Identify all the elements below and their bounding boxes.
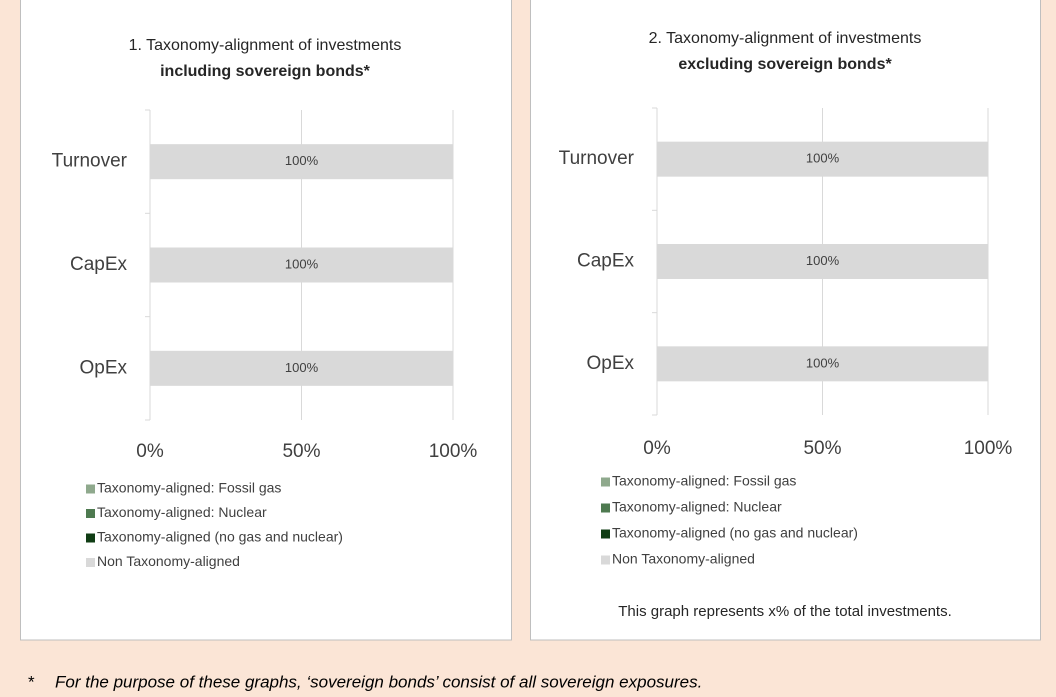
category-label: Turnover [559, 148, 635, 169]
legend-label: Taxonomy-aligned (no gas and nuclear) [97, 529, 343, 545]
legend-swatch [86, 509, 95, 518]
value-label: 100% [285, 153, 319, 168]
x-tick-label: 0% [643, 438, 671, 459]
value-label: 100% [285, 360, 319, 375]
value-label: 100% [806, 355, 840, 370]
category-label: Turnover [52, 151, 128, 172]
x-tick-label: 0% [136, 441, 164, 462]
category-label: CapEx [70, 254, 128, 275]
legend-swatch [86, 484, 95, 494]
legend-swatch [86, 558, 95, 567]
legend-swatch [601, 529, 610, 539]
bar-segment [657, 346, 988, 382]
legend-label: Taxonomy-aligned (no gas and nuclear) [612, 525, 858, 541]
value-label: 100% [806, 151, 840, 166]
legend-label: Non Taxonomy-aligned [612, 551, 755, 567]
bar-segment [657, 141, 988, 177]
legend-label: Non Taxonomy-aligned [97, 553, 240, 569]
legend-swatch [601, 503, 610, 513]
x-tick-label: 100% [964, 438, 1013, 459]
x-tick-label: 50% [803, 438, 841, 459]
legend-swatch [601, 555, 610, 565]
legend-swatch [86, 533, 95, 543]
legend-label: Taxonomy-aligned: Fossil gas [97, 480, 281, 496]
legend-label: Taxonomy-aligned: Fossil gas [612, 473, 796, 489]
chart-subtitle: excluding sovereign bonds* [678, 56, 892, 73]
legend-swatch [601, 477, 610, 487]
bar-segment [150, 144, 453, 180]
panel-2 [530, 0, 1041, 641]
chart-title: 2. Taxonomy-alignment of investments [649, 30, 922, 47]
value-label: 100% [806, 253, 840, 268]
annotation: This graph represents x% of the total in… [618, 603, 952, 620]
footnote-marker: * [28, 672, 35, 691]
legend-label: Taxonomy-aligned: Nuclear [612, 499, 782, 515]
bar-segment [657, 244, 988, 279]
category-label: OpEx [79, 357, 127, 378]
chart-subtitle: including sovereign bonds* [160, 63, 371, 80]
bar-segment [150, 350, 453, 386]
chart-title: 1. Taxonomy-alignment of investments [129, 37, 402, 54]
category-label: OpEx [586, 353, 634, 374]
x-tick-label: 50% [282, 441, 320, 462]
legend-label: Taxonomy-aligned: Nuclear [97, 504, 267, 520]
footnote: For the purpose of these graphs, ‘sovere… [55, 672, 702, 691]
bar-segment [150, 247, 453, 283]
panel-1 [20, 0, 512, 641]
category-label: CapEx [577, 251, 635, 272]
x-tick-label: 100% [429, 441, 478, 462]
value-label: 100% [285, 256, 319, 271]
